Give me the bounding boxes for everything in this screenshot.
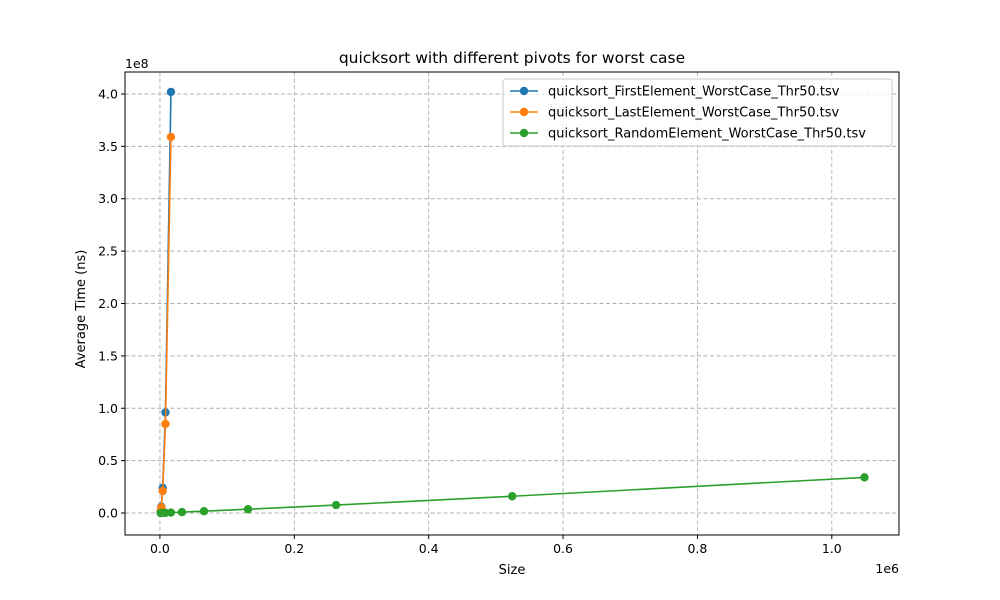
legend-label: quicksort_FirstElement_WorstCase_Thr50.t… [548,85,840,100]
y-tick-label: 3.0 [98,191,118,206]
x-axis-label: Size [499,563,526,578]
x-tick-label: 0.2 [284,541,304,556]
chart-title: quicksort with different pivots for wors… [339,49,685,67]
x-tick-label: 0.6 [553,541,573,556]
data-point [158,486,167,496]
y-axis-label: Average Time (ns) [74,250,89,369]
legend-item: quicksort_RandomElement_WorstCase_Thr50.… [510,127,866,142]
y-tick-label: 4.0 [98,86,118,101]
plot-series [156,87,869,518]
y-tick-label: 2.5 [98,244,118,259]
legend-item: quicksort_FirstElement_WorstCase_Thr50.t… [510,85,840,100]
y-axis-offset-label: 1e8 [125,56,149,71]
legend: quicksort_FirstElement_WorstCase_Thr50.t… [502,78,893,147]
legend-label: quicksort_LastElement_WorstCase_Thr50.ts… [548,106,839,121]
legend-marker [519,107,529,117]
data-point [161,419,170,429]
x-tick-label: 0.4 [419,541,439,556]
data-point [166,508,176,517]
data-point [507,492,517,501]
axis-ticks: 0.0 0.2 0.4 0.6 0.8 1.0 0.0 0.5 1.0 1.5 2.0 2.5 3.0 3… [98,86,842,556]
y-tick-label: 2.0 [98,296,118,311]
data-point [331,500,341,510]
legend-marker [519,86,529,96]
x-tick-label: 0.0 [150,541,170,556]
series-3 [156,473,869,518]
y-tick-label: 1.0 [98,401,118,416]
data-point [243,505,253,514]
y-tick-label: 0.5 [98,453,118,468]
x-tick-label: 1.0 [822,541,842,556]
legend-marker [519,128,529,138]
data-point [199,507,209,516]
data-point [177,507,187,517]
data-point [166,132,176,142]
x-tick-label: 0.8 [687,541,707,556]
data-point [860,473,869,482]
y-tick-label: 3.5 [98,139,118,154]
data-point [166,87,176,97]
y-tick-label: 0.0 [98,506,118,521]
legend-box [502,78,893,147]
y-tick-label: 1.5 [98,348,118,363]
x-axis-offset-label: 1e6 [875,561,899,576]
legend-item: quicksort_LastElement_WorstCase_Thr50.ts… [510,106,839,121]
legend-label: quicksort_RandomElement_WorstCase_Thr50.… [548,127,866,142]
